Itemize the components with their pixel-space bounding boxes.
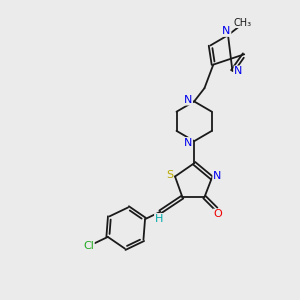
Text: N: N <box>213 171 221 181</box>
Text: Cl: Cl <box>83 241 94 251</box>
Text: N: N <box>184 138 193 148</box>
Text: N: N <box>184 95 193 105</box>
Text: S: S <box>166 170 173 180</box>
Text: O: O <box>213 209 222 219</box>
Text: N: N <box>234 66 242 76</box>
Text: H: H <box>154 214 163 224</box>
Text: CH₃: CH₃ <box>234 17 252 28</box>
Text: N: N <box>222 26 231 36</box>
